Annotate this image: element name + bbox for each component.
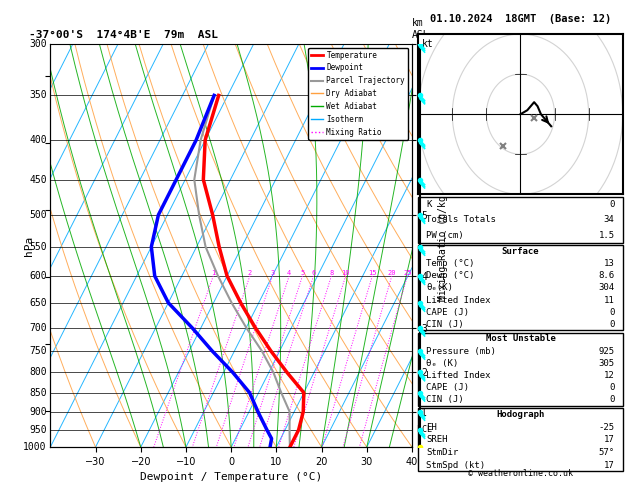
Text: 900: 900 — [29, 407, 47, 417]
Text: 12: 12 — [604, 371, 615, 380]
X-axis label: Dewpoint / Temperature (°C): Dewpoint / Temperature (°C) — [140, 472, 322, 483]
Text: Temp (°C): Temp (°C) — [426, 259, 475, 268]
Text: 300: 300 — [29, 39, 47, 49]
Text: 304: 304 — [598, 283, 615, 293]
Text: θₑ(K): θₑ(K) — [426, 283, 454, 293]
Text: Hodograph: Hodograph — [496, 410, 545, 419]
Text: 8: 8 — [329, 270, 333, 276]
Text: 01.10.2024  18GMT  (Base: 12): 01.10.2024 18GMT (Base: 12) — [430, 15, 611, 24]
Text: 305: 305 — [598, 359, 615, 368]
Text: 34: 34 — [604, 215, 615, 225]
Text: LCL: LCL — [412, 425, 432, 434]
Text: 1.5: 1.5 — [598, 231, 615, 240]
Text: 5: 5 — [300, 270, 304, 276]
Text: 57°: 57° — [598, 448, 615, 457]
Text: Dewp (°C): Dewp (°C) — [426, 271, 475, 280]
Text: 4: 4 — [287, 270, 291, 276]
Text: 1000: 1000 — [23, 442, 47, 452]
Text: 950: 950 — [29, 425, 47, 435]
Text: CAPE (J): CAPE (J) — [426, 383, 469, 392]
Text: 25: 25 — [403, 270, 411, 276]
Text: 6: 6 — [311, 270, 316, 276]
Text: Most Unstable: Most Unstable — [486, 334, 555, 344]
Text: 700: 700 — [29, 323, 47, 332]
Text: 0: 0 — [609, 383, 615, 392]
Text: CAPE (J): CAPE (J) — [426, 308, 469, 317]
Text: 850: 850 — [29, 388, 47, 398]
Text: K: K — [426, 200, 432, 209]
Text: hPa: hPa — [24, 235, 33, 256]
Text: StmDir: StmDir — [426, 448, 459, 457]
Text: 8.6: 8.6 — [598, 271, 615, 280]
Legend: Temperature, Dewpoint, Parcel Trajectory, Dry Adiabat, Wet Adiabat, Isotherm, Mi: Temperature, Dewpoint, Parcel Trajectory… — [308, 48, 408, 139]
Text: 550: 550 — [29, 242, 47, 252]
Text: Surface: Surface — [502, 247, 539, 256]
Text: km
ASL: km ASL — [412, 18, 430, 40]
Text: -37°00'S  174°4B'E  79m  ASL: -37°00'S 174°4B'E 79m ASL — [29, 30, 218, 40]
Text: 13: 13 — [604, 259, 615, 268]
Text: CIN (J): CIN (J) — [426, 320, 464, 329]
Text: StmSpd (kt): StmSpd (kt) — [426, 461, 486, 469]
Text: 650: 650 — [29, 298, 47, 308]
Text: 17: 17 — [604, 435, 615, 444]
Text: 350: 350 — [29, 90, 47, 101]
Text: PW (cm): PW (cm) — [426, 231, 464, 240]
Text: 750: 750 — [29, 346, 47, 356]
Text: 15: 15 — [368, 270, 377, 276]
Text: 800: 800 — [29, 367, 47, 377]
Text: 20: 20 — [387, 270, 396, 276]
Text: 600: 600 — [29, 271, 47, 281]
Text: 3: 3 — [270, 270, 275, 276]
Text: 0: 0 — [609, 320, 615, 329]
Text: 925: 925 — [598, 347, 615, 356]
Text: CIN (J): CIN (J) — [426, 395, 464, 404]
Text: 17: 17 — [604, 461, 615, 469]
Text: Pressure (mb): Pressure (mb) — [426, 347, 496, 356]
Text: θₑ (K): θₑ (K) — [426, 359, 459, 368]
Text: Lifted Index: Lifted Index — [426, 295, 491, 305]
Text: 500: 500 — [29, 210, 47, 220]
Y-axis label: Mixing Ratio (g/kg): Mixing Ratio (g/kg) — [438, 190, 448, 301]
Text: 450: 450 — [29, 174, 47, 185]
Text: 0: 0 — [609, 395, 615, 404]
Text: © weatheronline.co.uk: © weatheronline.co.uk — [468, 469, 573, 478]
Text: 400: 400 — [29, 135, 47, 145]
Text: 10: 10 — [342, 270, 350, 276]
Text: -25: -25 — [598, 423, 615, 432]
Text: kt: kt — [423, 39, 434, 49]
Text: 1: 1 — [211, 270, 215, 276]
Text: Lifted Index: Lifted Index — [426, 371, 491, 380]
Text: 11: 11 — [604, 295, 615, 305]
Text: Totals Totals: Totals Totals — [426, 215, 496, 225]
Text: SREH: SREH — [426, 435, 448, 444]
Text: 0: 0 — [609, 200, 615, 209]
Text: 2: 2 — [248, 270, 252, 276]
Text: EH: EH — [426, 423, 437, 432]
Text: 0: 0 — [609, 308, 615, 317]
